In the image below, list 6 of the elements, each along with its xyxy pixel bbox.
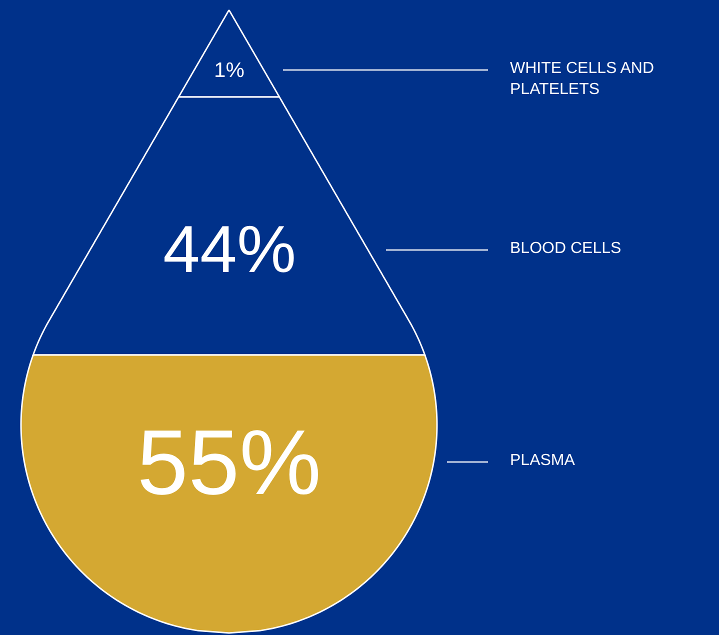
category-label: PLASMA — [510, 452, 576, 469]
data-label: 44% — [163, 213, 296, 287]
category-label: WHITE CELLS AND PLATELETS — [510, 60, 654, 98]
category-label: BLOOD CELLS — [510, 240, 622, 257]
data-label: 1% — [214, 59, 244, 82]
data-label: 55% — [137, 411, 322, 514]
